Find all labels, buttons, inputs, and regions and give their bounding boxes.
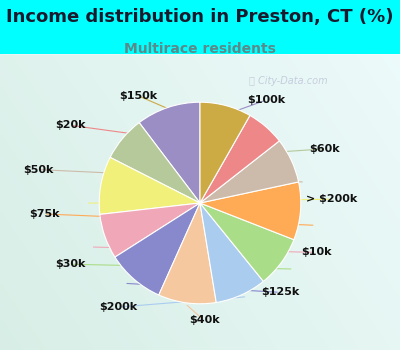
Text: Multirace residents: Multirace residents xyxy=(124,42,276,56)
Wedge shape xyxy=(115,203,200,295)
Wedge shape xyxy=(200,203,294,281)
Text: $150k: $150k xyxy=(119,91,157,101)
Text: $40k: $40k xyxy=(189,315,219,326)
Text: $30k: $30k xyxy=(55,259,85,269)
Text: $60k: $60k xyxy=(309,144,339,154)
FancyBboxPatch shape xyxy=(0,54,400,350)
Text: ⓘ City-Data.com: ⓘ City-Data.com xyxy=(249,76,327,86)
Wedge shape xyxy=(200,102,250,203)
Wedge shape xyxy=(200,203,263,302)
Text: $20k: $20k xyxy=(55,120,85,130)
Wedge shape xyxy=(99,158,200,215)
Wedge shape xyxy=(159,203,216,304)
Text: $10k: $10k xyxy=(301,247,331,257)
Text: Income distribution in Preston, CT (%): Income distribution in Preston, CT (%) xyxy=(6,8,394,26)
Text: $125k: $125k xyxy=(261,287,299,298)
Wedge shape xyxy=(200,182,301,240)
Wedge shape xyxy=(100,203,200,257)
Wedge shape xyxy=(200,141,298,203)
Text: $100k: $100k xyxy=(247,95,285,105)
Wedge shape xyxy=(139,102,200,203)
Text: $75k: $75k xyxy=(29,209,59,219)
Text: $200k: $200k xyxy=(99,302,137,312)
Text: $50k: $50k xyxy=(23,164,53,175)
Text: > $200k: > $200k xyxy=(306,194,358,204)
Wedge shape xyxy=(200,116,279,203)
Wedge shape xyxy=(110,122,200,203)
